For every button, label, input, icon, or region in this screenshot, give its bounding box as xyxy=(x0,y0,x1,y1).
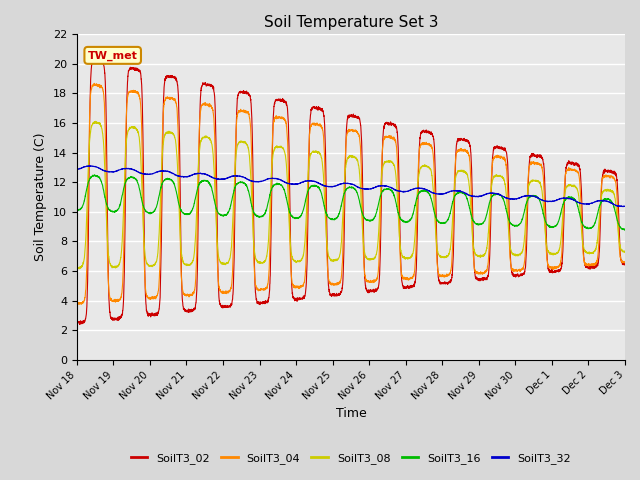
SoilT3_04 xyxy=(621,259,628,265)
Line: SoilT3_04: SoilT3_04 xyxy=(77,84,625,304)
SoilT3_32 xyxy=(404,188,412,194)
SoilT3_16 xyxy=(91,172,99,178)
SoilT3_16 xyxy=(621,228,628,233)
SoilT3_16 xyxy=(191,201,198,206)
SoilT3_02 xyxy=(404,284,412,290)
SoilT3_32 xyxy=(86,163,94,169)
Title: Soil Temperature Set 3: Soil Temperature Set 3 xyxy=(264,15,438,30)
SoilT3_32 xyxy=(620,204,627,210)
SoilT3_16 xyxy=(73,208,81,214)
SoilT3_32 xyxy=(621,204,628,209)
Legend: SoilT3_02, SoilT3_04, SoilT3_08, SoilT3_16, SoilT3_32: SoilT3_02, SoilT3_04, SoilT3_08, SoilT3_… xyxy=(126,449,575,468)
SoilT3_08 xyxy=(191,248,198,253)
SoilT3_08 xyxy=(621,249,629,255)
SoilT3_32 xyxy=(226,174,234,180)
SoilT3_02 xyxy=(414,185,422,191)
Y-axis label: Soil Temperature (C): Soil Temperature (C) xyxy=(35,133,47,261)
SoilT3_08 xyxy=(570,182,577,188)
SoilT3_16 xyxy=(404,218,412,224)
SoilT3_04 xyxy=(73,300,81,306)
SoilT3_32 xyxy=(621,204,629,209)
SoilT3_02 xyxy=(191,306,198,312)
SoilT3_02 xyxy=(76,322,84,327)
SoilT3_16 xyxy=(226,205,234,211)
SoilT3_04 xyxy=(414,168,422,173)
SoilT3_02 xyxy=(90,56,98,62)
SoilT3_08 xyxy=(92,119,99,124)
Line: SoilT3_16: SoilT3_16 xyxy=(77,175,625,230)
SoilT3_08 xyxy=(621,249,628,254)
SoilT3_08 xyxy=(76,266,84,272)
SoilT3_02 xyxy=(570,160,577,166)
SoilT3_04 xyxy=(74,301,81,307)
SoilT3_04 xyxy=(621,260,629,266)
SoilT3_16 xyxy=(621,227,628,232)
SoilT3_02 xyxy=(73,319,81,324)
SoilT3_32 xyxy=(414,185,422,191)
SoilT3_02 xyxy=(621,261,628,266)
SoilT3_32 xyxy=(569,197,577,203)
SoilT3_02 xyxy=(621,260,629,265)
SoilT3_04 xyxy=(570,167,577,173)
Line: SoilT3_02: SoilT3_02 xyxy=(77,59,625,324)
SoilT3_08 xyxy=(404,256,412,262)
SoilT3_16 xyxy=(414,192,422,198)
SoilT3_08 xyxy=(414,179,422,184)
Line: SoilT3_32: SoilT3_32 xyxy=(77,166,625,207)
SoilT3_32 xyxy=(191,171,198,177)
SoilT3_04 xyxy=(191,287,198,293)
SoilT3_02 xyxy=(227,304,234,310)
X-axis label: Time: Time xyxy=(335,407,366,420)
Line: SoilT3_08: SoilT3_08 xyxy=(77,121,625,269)
Text: TW_met: TW_met xyxy=(88,50,138,60)
SoilT3_08 xyxy=(73,265,81,271)
SoilT3_16 xyxy=(569,195,577,201)
SoilT3_08 xyxy=(227,254,234,260)
SoilT3_16 xyxy=(621,227,629,232)
SoilT3_04 xyxy=(90,81,98,86)
SoilT3_04 xyxy=(404,276,412,281)
SoilT3_04 xyxy=(227,287,234,292)
SoilT3_32 xyxy=(73,167,81,172)
